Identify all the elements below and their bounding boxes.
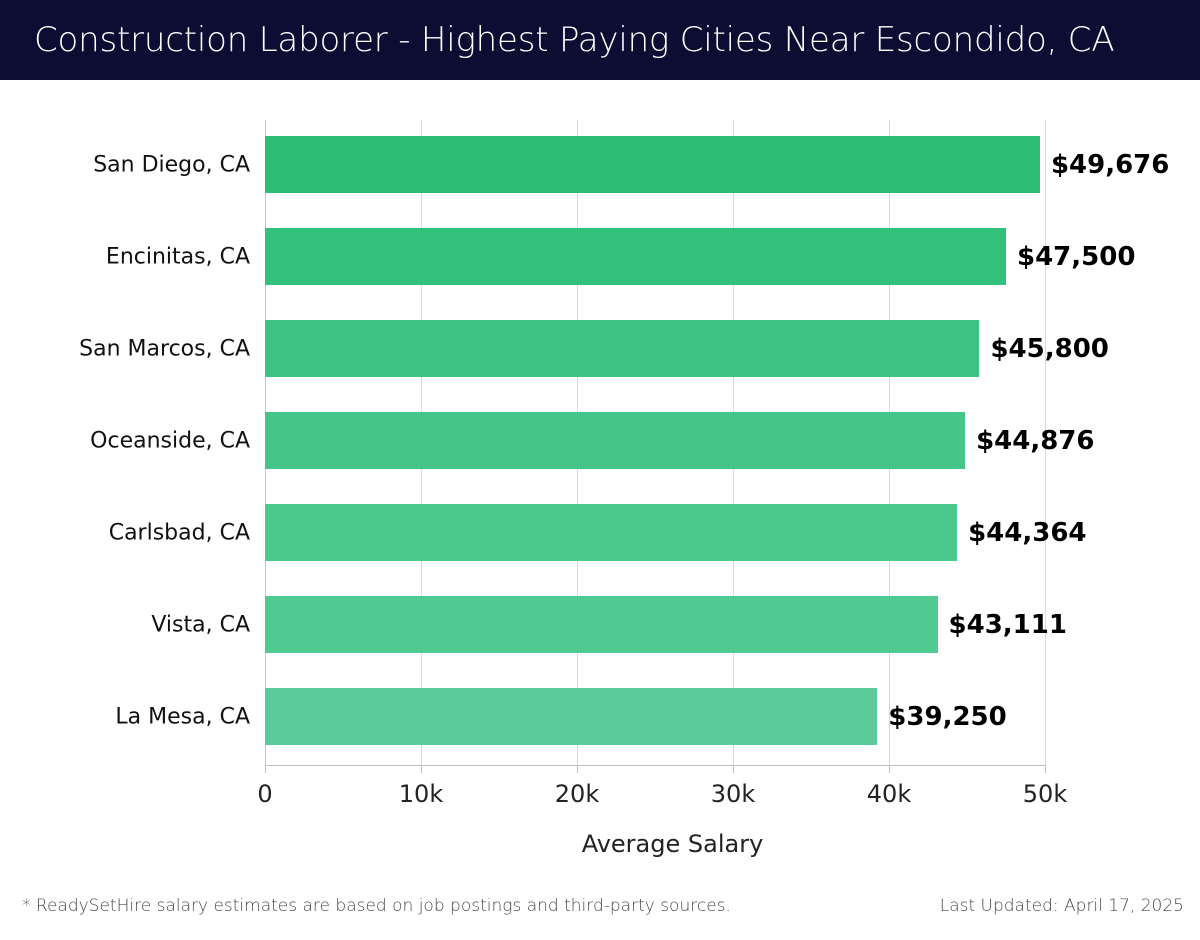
x-axis-tick-label: 20k <box>554 780 600 808</box>
bar-value-label: $44,364 <box>968 517 1087 548</box>
bar-row[interactable]: $45,800 <box>265 320 1109 377</box>
bar-value-label: $43,111 <box>948 609 1067 640</box>
y-axis-category-label: La Mesa, CA <box>115 704 250 729</box>
bar[interactable] <box>265 320 980 377</box>
bar[interactable] <box>265 596 938 653</box>
x-axis-tick-label: 10k <box>398 780 444 808</box>
y-axis-label-slot: Carlsbad, CA <box>0 504 250 561</box>
x-axis-tickmark <box>733 766 734 773</box>
y-axis-label-slot: Oceanside, CA <box>0 412 250 469</box>
y-axis-labels: San Diego, CA Encinitas, CA San Marcos, CA… <box>0 120 250 765</box>
x-axis-tickmark <box>1045 766 1046 773</box>
y-axis-category-label: Encinitas, CA <box>105 244 250 269</box>
bar-value-label: $49,676 <box>1050 149 1170 180</box>
bar-value-label: $45,800 <box>990 333 1109 364</box>
footer-last-updated: Last Updated: April 17, 2025 <box>939 896 1184 916</box>
chart-footer: * ReadySetHire salary estimates are base… <box>0 882 1200 940</box>
y-axis-label-slot: Vista, CA <box>0 596 250 653</box>
x-axis-title: Average Salary <box>0 830 1200 858</box>
footer-disclaimer: * ReadySetHire salary estimates are base… <box>22 896 731 916</box>
bar-row[interactable]: $44,876 <box>265 412 1094 469</box>
y-axis-category-label: Carlsbad, CA <box>108 520 250 545</box>
y-axis-category-label: Vista, CA <box>151 612 250 637</box>
y-axis-category-label: Oceanside, CA <box>90 428 250 453</box>
y-axis-category-label: San Diego, CA <box>93 152 250 177</box>
x-axis-tick-label: 40k <box>866 780 912 808</box>
bar-value-label: $44,876 <box>976 425 1095 456</box>
bar[interactable] <box>265 228 1006 285</box>
bar-row[interactable]: $47,500 <box>265 228 1135 285</box>
x-axis-tickmark <box>577 766 578 773</box>
y-axis-label-slot: La Mesa, CA <box>0 688 250 745</box>
x-axis-tick-label: 0 <box>257 780 273 808</box>
y-axis-category-label: San Marcos, CA <box>79 336 250 361</box>
x-axis-title-text: Average Salary <box>581 830 764 858</box>
bar-row[interactable]: $49,676 <box>265 136 1169 193</box>
bar-value-label: $47,500 <box>1017 241 1136 272</box>
y-axis-label-slot: San Diego, CA <box>0 136 250 193</box>
bar-row[interactable]: $39,250 <box>265 688 1045 745</box>
bar[interactable] <box>265 688 878 745</box>
chart-header-banner: Construction Laborer - Highest Paying Ci… <box>0 0 1200 80</box>
bar[interactable] <box>265 136 1040 193</box>
bar[interactable] <box>265 412 966 469</box>
x-axis-tick-label: 50k <box>1022 780 1068 808</box>
x-axis-baseline <box>265 765 1046 766</box>
x-axis-tick-label: 30k <box>710 780 756 808</box>
x-axis-tickmark <box>265 766 266 773</box>
bar-row[interactable]: $43,111 <box>265 596 1067 653</box>
y-axis-label-slot: San Marcos, CA <box>0 320 250 377</box>
x-axis-tickmark <box>421 766 422 773</box>
plot-area: $49,676 $47,500 $45,800 $44,876 $44,364 $43,1… <box>265 120 1169 765</box>
x-axis-tickmark <box>889 766 890 773</box>
gridline <box>1045 120 1046 765</box>
bar[interactable] <box>265 504 958 561</box>
bar-row[interactable]: $44,364 <box>265 504 1087 561</box>
page-title: Construction Laborer - Highest Paying Ci… <box>34 20 1115 60</box>
bar-value-label: $39,250 <box>888 701 1007 732</box>
y-axis-label-slot: Encinitas, CA <box>0 228 250 285</box>
